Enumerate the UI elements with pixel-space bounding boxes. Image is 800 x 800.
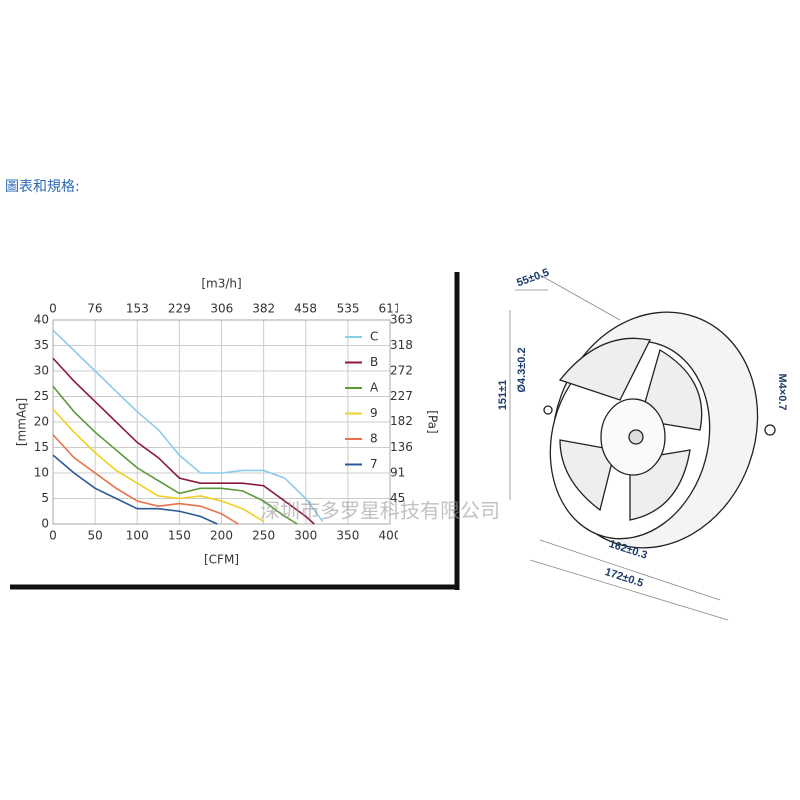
- x-tick-label: 350: [336, 529, 359, 543]
- x2-tick-label: 306: [210, 302, 233, 316]
- watermark: 深圳市多罗星科技有限公司: [260, 499, 500, 523]
- y-tick-label: 10: [34, 466, 49, 480]
- x2-tick-label: 535: [337, 302, 360, 316]
- x-axis-label: [CFM]: [204, 553, 239, 567]
- dimension-label: 172±0.5: [603, 566, 644, 590]
- legend-label: 7: [370, 457, 378, 471]
- x-tick-label: 150: [168, 529, 191, 543]
- dimension-label: 151±1: [497, 380, 509, 411]
- fan-drawing: [509, 274, 776, 621]
- x-tick-label: 400: [379, 529, 402, 543]
- legend-label: 8: [370, 432, 378, 446]
- y-tick-label: 40: [34, 313, 49, 327]
- y-tick-label: 30: [34, 364, 49, 378]
- x-tick-label: 300: [294, 529, 317, 543]
- y-tick-label: 5: [41, 491, 49, 505]
- x-tick-label: 50: [87, 529, 102, 543]
- x2-axis-label: [m3/h]: [201, 277, 241, 291]
- y2-tick-label: 318: [390, 338, 413, 352]
- y-tick-label: 15: [34, 440, 49, 454]
- legend-label: B: [370, 355, 378, 369]
- y2-tick-label: 136: [390, 440, 413, 454]
- y-tick-label: 35: [34, 338, 49, 352]
- dimension-label: Ø4.3±0.2: [516, 347, 528, 392]
- x2-tick-label: 611: [379, 302, 402, 316]
- dimension-label: 55±0.5: [515, 267, 551, 290]
- series-line: [52, 329, 324, 522]
- series-line: [52, 385, 298, 525]
- y-tick-label: 20: [34, 415, 49, 429]
- plot-border: [52, 319, 391, 525]
- x2-tick-label: 382: [252, 302, 275, 316]
- x2-tick-label: 0: [49, 302, 57, 316]
- x-tick-label: 200: [210, 529, 233, 543]
- y-tick-label: 0: [41, 517, 49, 531]
- x2-tick-label: 458: [294, 302, 317, 316]
- legend-label: A: [370, 381, 379, 395]
- x2-tick-label: 76: [87, 302, 102, 316]
- x2-tick-label: 229: [168, 302, 191, 316]
- x2-tick-label: 153: [126, 302, 149, 316]
- legend-label: 9: [370, 406, 378, 420]
- y2-tick-label: 91: [390, 465, 405, 479]
- x-tick-label: 100: [126, 529, 149, 543]
- series-line: [52, 454, 218, 525]
- x-tick-label: 0: [49, 529, 57, 543]
- x-tick-label: 250: [252, 529, 275, 543]
- y2-axis-label: [Pa]: [426, 410, 440, 433]
- series-line: [52, 408, 265, 523]
- dimension-label: M4×0.7: [776, 374, 788, 411]
- y2-tick-label: 182: [390, 414, 413, 428]
- series-line: [52, 434, 239, 525]
- y2-tick-label: 363: [390, 313, 413, 327]
- series-line: [52, 357, 315, 525]
- y2-tick-label: 227: [390, 389, 413, 403]
- y2-tick-label: 272: [390, 364, 413, 378]
- y-axis-label: [mmAq]: [15, 398, 29, 446]
- legend-label: C: [370, 330, 378, 344]
- section-header: 圖表和規格:: [5, 179, 80, 195]
- y2-tick-label: 45: [390, 491, 405, 505]
- y-tick-label: 25: [34, 389, 49, 403]
